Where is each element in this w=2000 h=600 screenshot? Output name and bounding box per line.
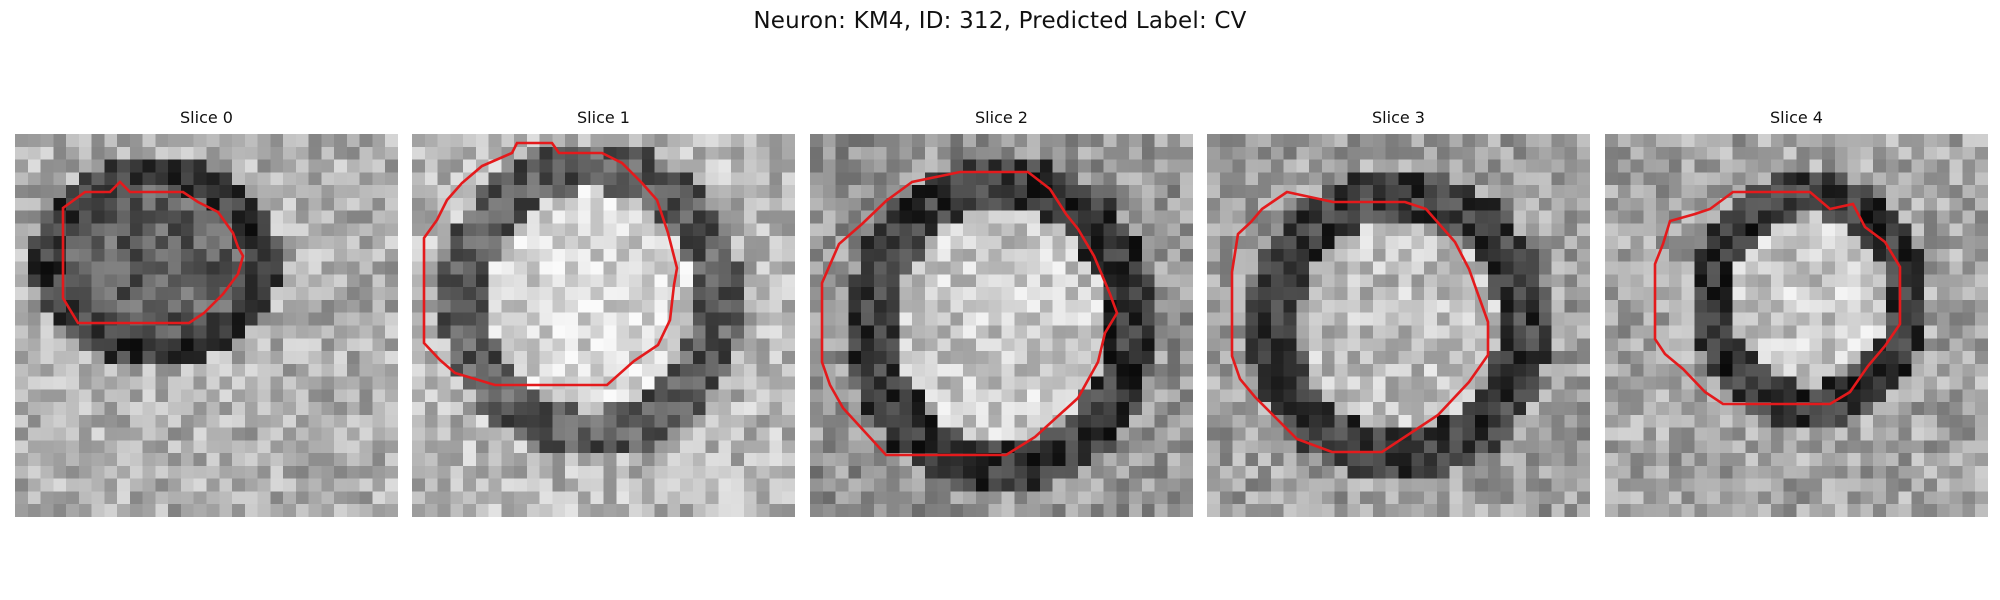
slice-image	[412, 134, 795, 517]
segmentation-contour	[1653, 190, 1902, 406]
segmentation-contour	[422, 141, 679, 387]
slice-title: Slice 0	[180, 108, 233, 127]
figure-title: Neuron: KM4, ID: 312, Predicted Label: C…	[753, 8, 1247, 34]
slice-panel-0: Slice 0	[15, 108, 398, 520]
slice-image	[1207, 134, 1590, 517]
segmentation-contour	[61, 180, 245, 325]
slice-panel-2: Slice 2	[810, 108, 1193, 520]
slice-panel-3: Slice 3	[1207, 108, 1590, 520]
segmentation-contour	[820, 170, 1119, 457]
slice-image	[810, 134, 1193, 517]
slice-image	[1605, 134, 1988, 517]
slice-title: Slice 1	[577, 108, 630, 127]
slice-title: Slice 3	[1372, 108, 1425, 127]
segmentation-contour	[1230, 190, 1490, 454]
slice-title: Slice 2	[975, 108, 1028, 127]
slice-title: Slice 4	[1770, 108, 1823, 127]
slice-panel-1: Slice 1	[412, 108, 795, 520]
slice-panel-4: Slice 4	[1605, 108, 1988, 520]
